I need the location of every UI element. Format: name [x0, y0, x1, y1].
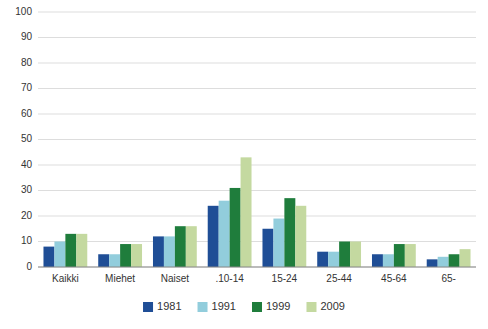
x-tick-label: 65- [441, 273, 455, 284]
legend-label: 1999 [266, 300, 290, 312]
grid-line [38, 12, 476, 13]
bar [186, 226, 197, 267]
x-axis-line [38, 267, 476, 268]
x-tick-label: .10-14 [215, 273, 244, 284]
grid-line [38, 37, 476, 38]
grid-line [38, 114, 476, 115]
bar [383, 254, 394, 267]
bar [328, 252, 339, 267]
x-tick-label: 25-44 [326, 273, 352, 284]
bar [460, 249, 471, 267]
y-tick-label: 20 [21, 210, 33, 221]
bar [350, 242, 361, 268]
bar [120, 244, 131, 267]
bar [427, 259, 438, 267]
y-tick-label: 40 [21, 159, 33, 170]
bar [76, 234, 87, 267]
bar [131, 244, 142, 267]
x-tick-label: 45-64 [381, 273, 407, 284]
legend-item: 1991 [198, 300, 236, 312]
bar [65, 234, 76, 267]
bar [339, 242, 350, 268]
y-grid [38, 12, 476, 267]
grid-line [38, 63, 476, 64]
legend-swatch [252, 302, 262, 312]
bar [230, 188, 241, 267]
bar [438, 257, 449, 267]
bar [241, 157, 252, 267]
bar [284, 198, 295, 267]
bar [372, 254, 383, 267]
bar [54, 242, 65, 268]
grid-line [38, 241, 476, 242]
x-tick-label: Naiset [161, 273, 190, 284]
grid-line [38, 190, 476, 191]
bar [262, 229, 273, 267]
y-tick-label: 90 [21, 31, 33, 42]
y-tick-label: 60 [21, 108, 33, 119]
bar [109, 254, 120, 267]
y-tick-label: 50 [21, 133, 33, 144]
bar [164, 236, 175, 267]
bar [394, 244, 405, 267]
bar [98, 254, 109, 267]
grid-line [38, 88, 476, 89]
chart-svg: 0 10 20 30 40 50 60 70 80 90 100 Kaikki Miehet Naiset… [0, 0, 488, 329]
y-tick-label: 80 [21, 57, 33, 68]
legend-item: 1981 [143, 300, 181, 312]
grid-line [38, 216, 476, 217]
grid-line [38, 267, 476, 268]
grid-line [38, 165, 476, 166]
legend-swatch [198, 302, 208, 312]
bar [153, 236, 164, 267]
y-tick-labels: 0 10 20 30 40 50 60 70 80 90 100 [15, 6, 32, 272]
y-tick-label: 0 [26, 261, 32, 272]
bar [175, 226, 186, 267]
bar [405, 244, 416, 267]
bar [43, 247, 54, 267]
legend-item: 2009 [306, 300, 344, 312]
legend-label: 2009 [320, 300, 344, 312]
bar [273, 219, 284, 267]
x-tick-labels: Kaikki Miehet Naiset .10-14 15-24 25-44 45-64 6… [52, 273, 456, 284]
bar [295, 206, 306, 267]
bar [449, 254, 460, 267]
legend-swatch [143, 302, 153, 312]
bar [208, 206, 219, 267]
bar [219, 201, 230, 267]
chart-container: 0 10 20 30 40 50 60 70 80 90 100 Kaikki Miehet Naiset… [0, 0, 488, 329]
y-tick-label: 30 [21, 184, 33, 195]
y-tick-label: 70 [21, 82, 33, 93]
x-tick-label: 15-24 [272, 273, 298, 284]
legend-label: 1981 [157, 300, 181, 312]
bars [43, 157, 470, 267]
bar [317, 252, 328, 267]
x-tick-label: Miehet [105, 273, 135, 284]
y-tick-label: 10 [21, 235, 33, 246]
grid-line [38, 139, 476, 140]
y-tick-label: 100 [15, 6, 32, 17]
legend: 1981 1991 1999 2009 [143, 300, 345, 312]
legend-label: 1991 [212, 300, 236, 312]
legend-swatch [306, 302, 316, 312]
x-tick-label: Kaikki [52, 273, 79, 284]
legend-item: 1999 [252, 300, 290, 312]
